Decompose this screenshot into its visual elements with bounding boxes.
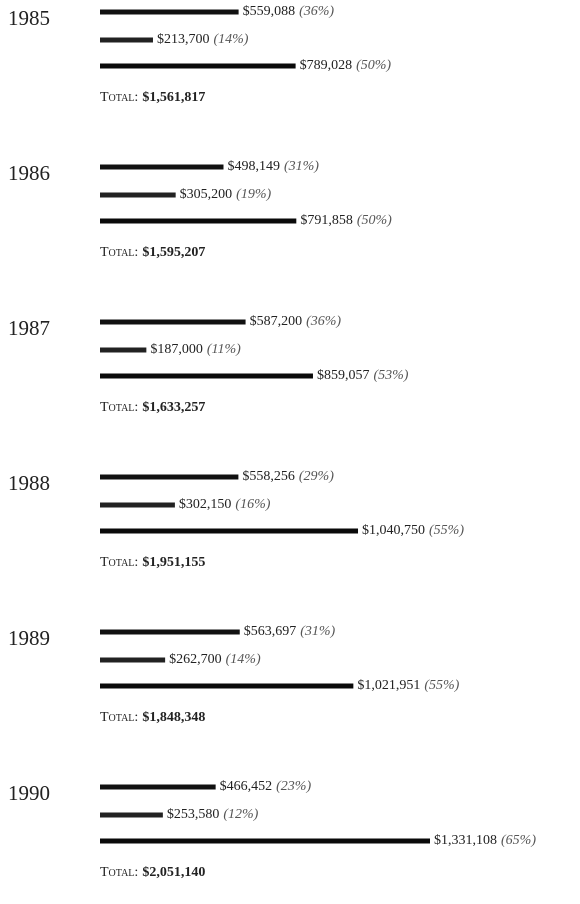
bar: [100, 348, 146, 353]
bar: [100, 193, 176, 198]
bar: [100, 839, 430, 844]
value-text: $213,700: [157, 32, 210, 47]
value-label: $253,580(12%): [167, 807, 259, 822]
total-value: $1,633,257: [142, 400, 205, 415]
share-text: (55%): [429, 523, 464, 538]
bar: [100, 785, 216, 790]
total-line: Total: $1,633,257: [100, 400, 205, 415]
value-text: $187,000: [150, 342, 203, 357]
value-text: $1,040,750: [362, 523, 425, 538]
value-text: $498,149: [227, 159, 279, 174]
share-text: (12%): [223, 807, 258, 822]
value-label: $466,452(23%): [220, 779, 312, 794]
share-text: (36%): [306, 314, 341, 329]
total-value: $1,848,348: [142, 710, 205, 725]
bar: [100, 529, 358, 534]
share-text: (55%): [424, 678, 459, 693]
total-label: Total:: [100, 710, 138, 725]
share-text: (23%): [276, 779, 311, 794]
total-value: $1,951,155: [142, 555, 205, 570]
share-text: (11%): [207, 342, 241, 357]
value-label: $558,256 (29%): [242, 469, 334, 484]
bar: [100, 10, 239, 15]
share-text: (19%): [236, 187, 271, 202]
total-line: Total: $1,561,817: [100, 90, 205, 105]
share-text: (14%): [213, 32, 248, 47]
value-text: $262,700: [169, 652, 222, 667]
value-label: $559,088 (36%): [243, 4, 335, 19]
total-line: Total: $1,595,207: [100, 245, 205, 260]
share-text: (50%): [357, 213, 392, 228]
year-label: 1990: [8, 781, 50, 805]
total-label: Total:: [100, 865, 138, 880]
bar: [100, 503, 175, 508]
bar: [100, 320, 246, 325]
year-label: 1986: [8, 161, 50, 185]
bar: [100, 684, 353, 689]
total-label: Total:: [100, 245, 138, 260]
share-text: (14%): [226, 652, 261, 667]
value-label: $213,700(14%): [157, 32, 249, 47]
share-text: (36%): [299, 4, 334, 19]
bar: [100, 64, 296, 69]
value-label: $791,858 (50%): [300, 213, 392, 228]
bar: [100, 475, 238, 480]
value-text: $1,331,108: [434, 833, 497, 848]
value-label: $563,697 (31%): [244, 624, 336, 639]
value-label: $498,149 (31%): [227, 159, 319, 174]
total-label: Total:: [100, 90, 138, 105]
bar: [100, 165, 223, 170]
share-text: (16%): [235, 497, 270, 512]
total-value: $1,595,207: [142, 245, 205, 260]
value-text: $587,200: [250, 314, 302, 329]
value-label: $187,000 (11%): [150, 342, 241, 357]
chart: 1985$559,088(36%)$213,700(14%)$789,028(5…: [0, 0, 580, 904]
total-line: Total: $1,951,155: [100, 555, 205, 570]
year-label: 1989: [8, 626, 50, 650]
value-text: $558,256: [242, 469, 295, 484]
value-text: $563,697: [244, 624, 296, 639]
value-label: $1,331,108 (65%): [434, 833, 536, 848]
total-value: $2,051,140: [142, 865, 205, 880]
value-label: $1,040,750 (55%): [362, 523, 464, 538]
share-text: (65%): [501, 833, 536, 848]
value-label: $302,150(16%): [179, 497, 271, 512]
value-label: $859,057(53%): [317, 368, 409, 383]
total-label: Total:: [100, 555, 138, 570]
value-text: $466,452: [220, 779, 273, 794]
value-label: $1,021,951 (55%): [357, 678, 459, 693]
share-text: (53%): [373, 368, 408, 383]
share-text: (31%): [300, 624, 335, 639]
value-text: $305,200: [180, 187, 233, 202]
value-label: $789,028(50%): [300, 58, 392, 73]
value-text: $791,858: [300, 213, 353, 228]
share-text: (29%): [299, 469, 334, 484]
value-text: $1,021,951: [357, 678, 420, 693]
share-text: (50%): [356, 58, 391, 73]
value-label: $305,200(19%): [180, 187, 272, 202]
value-text: $859,057: [317, 368, 370, 383]
year-label: 1985: [8, 6, 50, 30]
year-label: 1988: [8, 471, 50, 495]
bar: [100, 658, 165, 663]
bar: [100, 813, 163, 818]
value-label: $262,700 (14%): [169, 652, 261, 667]
value-label: $587,200 (36%): [250, 314, 342, 329]
total-line: Total: $1,848,348: [100, 710, 205, 725]
total-label: Total:: [100, 400, 138, 415]
value-text: $789,028: [300, 58, 353, 73]
bar: [100, 630, 240, 635]
share-text: (31%): [284, 159, 319, 174]
bar: [100, 374, 313, 379]
bar: [100, 38, 153, 43]
value-text: $253,580: [167, 807, 220, 822]
bar: [100, 219, 296, 224]
total-value: $1,561,817: [142, 90, 205, 105]
total-line: Total: $2,051,140: [100, 865, 205, 880]
value-text: $559,088: [243, 4, 295, 19]
year-label: 1987: [8, 316, 50, 340]
value-text: $302,150: [179, 497, 232, 512]
